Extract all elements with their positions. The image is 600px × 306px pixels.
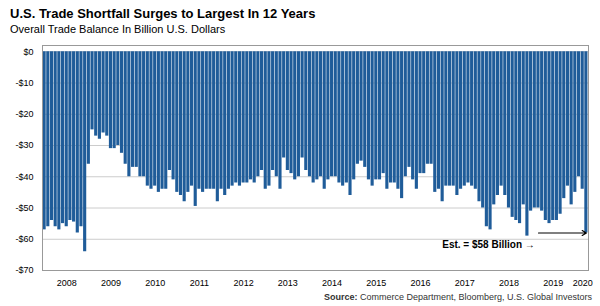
html-text:U.S. Trade Shortfall Surges to: U.S. Trade Shortfall Surges to Largest I… (10, 6, 316, 21)
svg-text:-$10: -$10 (15, 78, 33, 88)
svg-text:2009: 2009 (101, 278, 121, 288)
svg-text:2017: 2017 (455, 278, 475, 288)
svg-text:2020: 2020 (573, 278, 593, 288)
html-text:Overall Trade Balance In Billi: Overall Trade Balance In Billion U.S. Do… (10, 23, 226, 35)
svg-text:-$60: -$60 (15, 234, 33, 244)
svg-text:-$70: -$70 (15, 265, 33, 275)
svg-text:-$50: -$50 (15, 203, 33, 213)
html-text:Source: Commerce Department, B: Source: Commerce Department, Bloomberg, … (323, 292, 592, 302)
svg-text:2015: 2015 (366, 278, 386, 288)
svg-text:2013: 2013 (278, 278, 298, 288)
svg-text:2018: 2018 (499, 278, 519, 288)
svg-text:$0: $0 (23, 47, 33, 57)
svg-text:2012: 2012 (234, 278, 254, 288)
svg-text:2011: 2011 (190, 278, 209, 288)
svg-text:2019: 2019 (543, 278, 563, 288)
svg-text:2008: 2008 (57, 278, 77, 288)
svg-text:-$40: -$40 (15, 172, 33, 182)
svg-text:-$20: -$20 (15, 109, 33, 119)
svg-text:2014: 2014 (322, 278, 342, 288)
svg-text:Est. = $58 Billion →: Est. = $58 Billion → (442, 239, 535, 250)
svg-text:-$30: -$30 (15, 140, 33, 150)
svg-text:2010: 2010 (145, 278, 165, 288)
svg-text:2016: 2016 (411, 278, 431, 288)
